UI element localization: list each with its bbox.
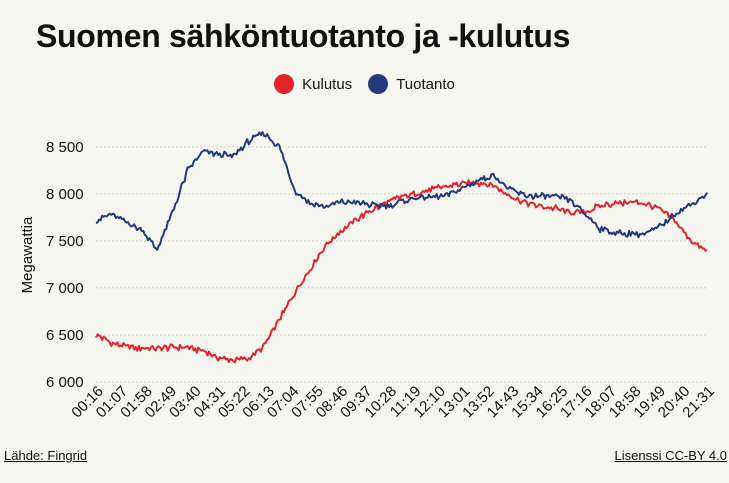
legend-item-tuotanto[interactable]: Tuotanto	[368, 74, 455, 94]
legend-label-tuotanto: Tuotanto	[396, 75, 455, 93]
legend-label-kulutus: Kulutus	[302, 75, 353, 93]
y-axis-label: Megawattia	[19, 216, 36, 293]
legend-item-kulutus[interactable]: Kulutus	[274, 74, 352, 94]
y-tick-label: 8 000	[46, 186, 84, 203]
legend-swatch-tuotanto	[368, 74, 389, 94]
y-tick-label: 7 000	[46, 280, 84, 297]
legend-swatch-kulutus	[274, 74, 295, 94]
y-tick-label: 6 500	[46, 327, 84, 344]
license-link[interactable]: Lisenssi CC-BY 4.0	[614, 448, 727, 463]
series-line-kulutus	[95, 179, 708, 364]
y-tick-label: 7 500	[46, 233, 84, 250]
source-link[interactable]: Lähde: Fingrid	[4, 448, 88, 463]
y-tick-label: 6 000	[46, 374, 84, 391]
y-tick-label: 8 500	[46, 139, 84, 156]
chart-title: Suomen sähköntuotanto ja -kulutus	[36, 18, 571, 54]
series-line-tuotanto	[95, 131, 708, 251]
legend: Kulutus Tuotanto	[0, 74, 729, 94]
